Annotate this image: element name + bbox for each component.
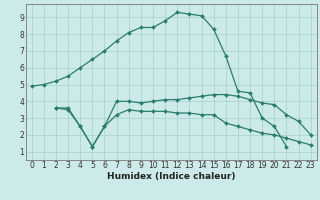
X-axis label: Humidex (Indice chaleur): Humidex (Indice chaleur): [107, 172, 236, 181]
